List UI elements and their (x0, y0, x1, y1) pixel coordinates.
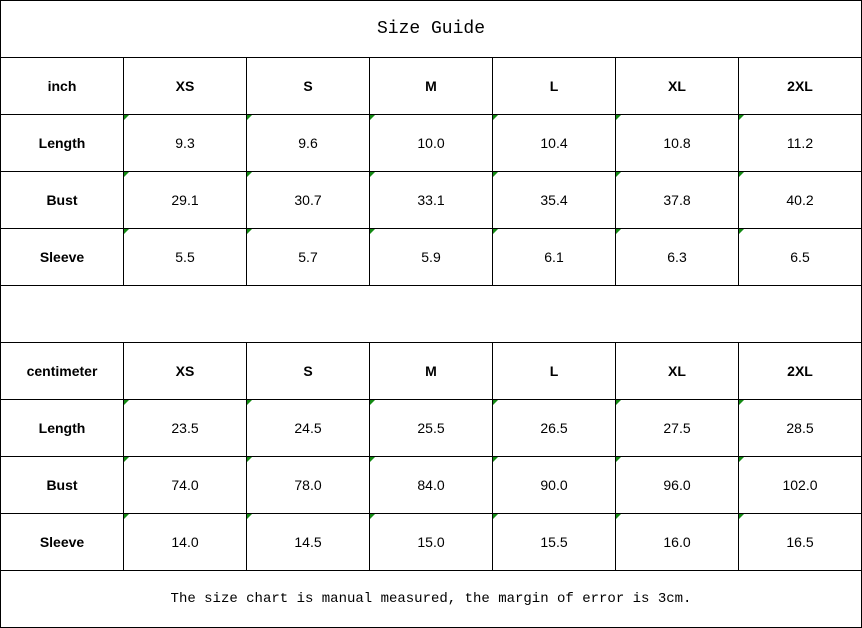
measurement-value: 102.0 (738, 456, 862, 514)
measurement-label: Sleeve (0, 513, 124, 571)
measurement-label: Bust (0, 456, 124, 514)
measurement-value: 16.0 (615, 513, 739, 571)
measurement-value: 96.0 (615, 456, 739, 514)
measurement-label: Sleeve (0, 228, 124, 286)
measurement-value: 6.5 (738, 228, 862, 286)
measurement-value: 28.5 (738, 399, 862, 457)
size-header: L (492, 57, 616, 115)
size-header: M (369, 342, 493, 400)
measurement-value: 15.0 (369, 513, 493, 571)
size-header: XL (615, 57, 739, 115)
table-row: Length 23.5 24.5 25.5 26.5 27.5 28.5 (0, 399, 862, 457)
measurement-value: 37.8 (615, 171, 739, 229)
size-header: S (246, 57, 370, 115)
measurement-value: 29.1 (123, 171, 247, 229)
measurement-value: 5.9 (369, 228, 493, 286)
size-header: 2XL (738, 342, 862, 400)
measurement-value: 90.0 (492, 456, 616, 514)
measurement-value: 5.7 (246, 228, 370, 286)
size-header: XS (123, 342, 247, 400)
measurement-value: 9.6 (246, 114, 370, 172)
size-header: M (369, 57, 493, 115)
measurement-note: The size chart is manual measured, the m… (0, 570, 862, 628)
size-header: L (492, 342, 616, 400)
measurement-value: 40.2 (738, 171, 862, 229)
inch-header-row: inch XS S M L XL 2XL (0, 57, 862, 115)
measurement-value: 14.0 (123, 513, 247, 571)
measurement-value: 15.5 (492, 513, 616, 571)
size-header: XL (615, 342, 739, 400)
size-header: XS (123, 57, 247, 115)
centimeter-unit-label: centimeter (0, 342, 124, 400)
measurement-value: 78.0 (246, 456, 370, 514)
size-header: S (246, 342, 370, 400)
measurement-value: 24.5 (246, 399, 370, 457)
centimeter-header-row: centimeter XS S M L XL 2XL (0, 342, 862, 400)
measurement-value: 30.7 (246, 171, 370, 229)
measurement-value: 6.3 (615, 228, 739, 286)
measurement-value: 5.5 (123, 228, 247, 286)
table-row: Sleeve 14.0 14.5 15.0 15.5 16.0 16.5 (0, 513, 862, 571)
measurement-value: 74.0 (123, 456, 247, 514)
measurement-label: Bust (0, 171, 124, 229)
measurement-value: 23.5 (123, 399, 247, 457)
measurement-value: 6.1 (492, 228, 616, 286)
table-row: Sleeve 5.5 5.7 5.9 6.1 6.3 6.5 (0, 228, 862, 286)
measurement-label: Length (0, 114, 124, 172)
measurement-value: 33.1 (369, 171, 493, 229)
measurement-value: 10.8 (615, 114, 739, 172)
measurement-value: 26.5 (492, 399, 616, 457)
measurement-value: 35.4 (492, 171, 616, 229)
measurement-value: 11.2 (738, 114, 862, 172)
spacer-row (0, 285, 862, 343)
measurement-value: 9.3 (123, 114, 247, 172)
measurement-value: 10.4 (492, 114, 616, 172)
size-guide-title: Size Guide (0, 0, 862, 58)
table-row: Bust 29.1 30.7 33.1 35.4 37.8 40.2 (0, 171, 862, 229)
measurement-value: 16.5 (738, 513, 862, 571)
measurement-value: 84.0 (369, 456, 493, 514)
measurement-value: 10.0 (369, 114, 493, 172)
measurement-label: Length (0, 399, 124, 457)
table-row: Bust 74.0 78.0 84.0 90.0 96.0 102.0 (0, 456, 862, 514)
table-row: Length 9.3 9.6 10.0 10.4 10.8 11.2 (0, 114, 862, 172)
inch-unit-label: inch (0, 57, 124, 115)
measurement-value: 14.5 (246, 513, 370, 571)
size-header: 2XL (738, 57, 862, 115)
measurement-value: 25.5 (369, 399, 493, 457)
measurement-value: 27.5 (615, 399, 739, 457)
